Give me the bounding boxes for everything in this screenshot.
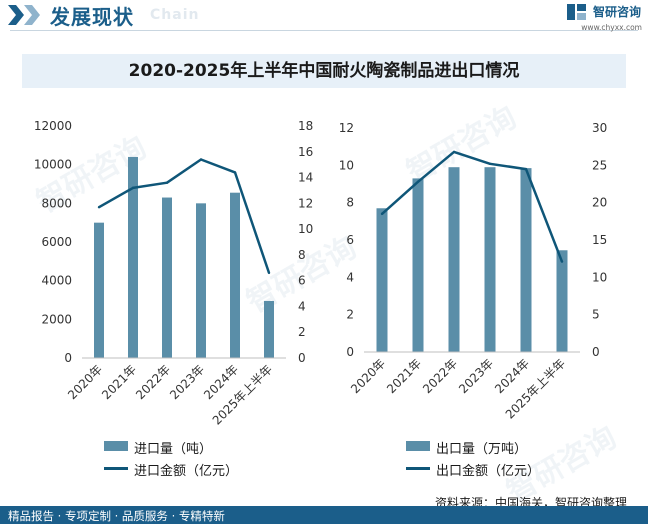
right-axis-tick-label: 14 (298, 171, 313, 185)
bar-mark (448, 167, 460, 352)
legend-label: 进口金额（亿元） (134, 464, 239, 479)
chart-title-bar: 2020-2025年上半年中国耐火陶瓷制品进出口情况 (22, 54, 626, 88)
right-axis-tick-label: 12 (298, 196, 313, 210)
line-point (560, 260, 564, 263)
chart-svg: 0 2000 4000 6000 8000 10000 12000 0 2 4 6 8 10 12 14 16… (34, 119, 313, 428)
section-subtitle: Chain (150, 7, 200, 23)
line-point (452, 150, 456, 154)
left-axis-tick-label: 2 (346, 308, 354, 322)
left-axis-tick-label: 8 (346, 196, 354, 210)
brand-name: 智研咨询 (593, 5, 642, 19)
category-tick-label: 2022年 (420, 356, 460, 396)
bar-mark (230, 192, 240, 358)
category-tick-label: 2023年 (456, 356, 496, 396)
left-axis-tick-label: 12000 (34, 119, 72, 133)
line-series-path (98, 158, 271, 274)
category-tick-label: 2025年上半年 (210, 362, 275, 427)
import-chart: 0 2000 4000 6000 8000 10000 12000 0 2 4 6 8 10 12 14 16… (30, 112, 330, 432)
right-axis-tick-label: 5 (592, 308, 600, 322)
bar-mark (412, 178, 424, 352)
bar-mark (556, 250, 568, 352)
chart-main-title: 2020-2025年上半年中国耐火陶瓷制品进出口情况 (128, 61, 520, 81)
brand-logo-icon (567, 4, 586, 20)
left-axis-tick-label: 10000 (34, 158, 72, 172)
line-point (488, 162, 492, 166)
left-axis-tick-label: 4000 (41, 274, 72, 288)
line-point (97, 206, 101, 209)
left-axis-tick-label: 8000 (41, 196, 72, 210)
right-axis-tick-label: 18 (298, 119, 313, 133)
right-axis-tick-label: 15 (592, 233, 607, 247)
right-axis-tick-label: 25 (592, 158, 607, 172)
right-axis-tick-label: 20 (592, 196, 607, 210)
line-series-path (381, 150, 564, 263)
bar-mark (264, 300, 274, 358)
header-divider (10, 30, 638, 31)
right-axis-tick-label: 16 (298, 145, 313, 159)
right-axis-tick-label: 10 (592, 270, 607, 284)
category-tick-label: 2023年 (167, 362, 207, 402)
export-legend: 出口量（万吨） 出口金额（亿元） (406, 441, 606, 486)
left-axis-tick-label: 0 (346, 345, 354, 359)
right-axis-tick-label: 6 (298, 274, 306, 288)
left-axis-tick-label: 2000 (41, 312, 72, 326)
import-legend: 进口量（吨） 进口金额（亿元） (104, 441, 304, 486)
legend-bar-swatch (104, 441, 128, 451)
bar-mark (162, 197, 172, 358)
left-axis-tick-label: 10 (339, 158, 354, 172)
right-axis-tick-label: 2 (298, 325, 306, 339)
left-axis-tick-label: 6 (346, 233, 354, 247)
category-tick-label: 2021年 (99, 362, 139, 402)
line-point (524, 167, 528, 171)
legend-label: 出口金额（亿元） (436, 464, 541, 479)
footer-bar: 精品报告 · 专项定制 · 品质服务 · 专精特新 (0, 506, 648, 524)
bar-mark (94, 222, 104, 358)
brand-url: www.chyxx.com (581, 23, 642, 32)
legend-label: 进口量（吨） (134, 442, 213, 457)
right-axis-tick-label: 0 (298, 351, 306, 365)
category-tick-label: 2020年 (65, 362, 105, 402)
bar-mark (376, 208, 388, 352)
legend-line-swatch (104, 467, 128, 470)
footer-text: 精品报告 · 专项定制 · 品质服务 · 专精特新 (8, 509, 225, 523)
line-point (233, 171, 237, 174)
export-chart: 0 2 4 6 8 10 12 0 5 10 15 20 25 30 2020年 2021年 2022年 2023… (326, 112, 636, 432)
legend-label: 出口量（万吨） (436, 442, 528, 457)
bar-mark (196, 203, 206, 358)
legend-bar-swatch (406, 441, 430, 451)
line-point (131, 186, 135, 190)
category-tick-label: 2020年 (348, 356, 388, 396)
line-point (380, 212, 384, 216)
legend-line-swatch (406, 467, 430, 470)
right-axis-tick-label: 30 (592, 121, 607, 135)
left-axis-tick-label: 12 (339, 121, 354, 135)
right-axis-tick-label: 0 (592, 345, 600, 359)
left-axis-tick-label: 6000 (41, 235, 72, 249)
right-axis-tick-label: 10 (298, 222, 313, 236)
chevron-marks-icon (8, 5, 40, 25)
category-tick-label: 2021年 (384, 356, 424, 396)
chart-svg: 0 2 4 6 8 10 12 0 5 10 15 20 25 30 2020年2021年2022年2023… (339, 121, 608, 422)
header: 发展现状 Chain 智研咨询 www.chyxx.com (0, 0, 648, 36)
bar-mark (128, 156, 138, 358)
left-axis-tick-label: 4 (346, 270, 354, 284)
right-axis-tick-label: 4 (298, 299, 306, 313)
line-point (267, 271, 271, 275)
left-axis-tick-label: 0 (64, 351, 72, 365)
section-title: 发展现状 (50, 5, 134, 29)
bar-mark (484, 167, 496, 352)
line-point (416, 180, 420, 183)
category-tick-label: 2022年 (133, 362, 173, 402)
right-axis-tick-label: 8 (298, 248, 306, 262)
line-point (199, 158, 203, 161)
bar-mark (520, 168, 532, 352)
line-point (165, 181, 169, 184)
